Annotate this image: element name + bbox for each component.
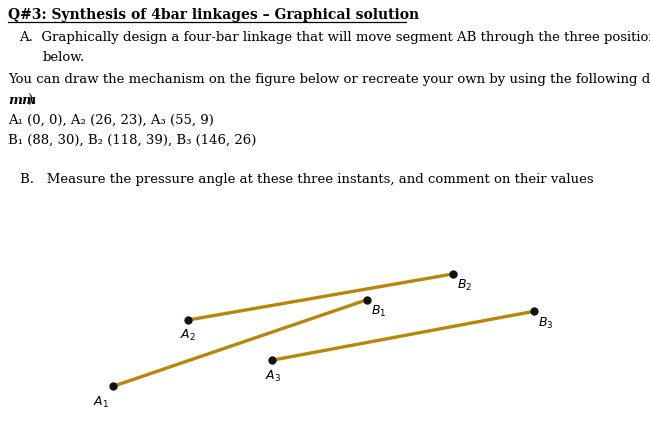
Text: ):: ):	[27, 94, 37, 106]
Text: $B_1$: $B_1$	[371, 304, 386, 319]
Text: B.   Measure the pressure angle at these three instants, and comment on their va: B. Measure the pressure angle at these t…	[20, 173, 593, 186]
Text: A₁ (0, 0), A₂ (26, 23), A₃ (55, 9): A₁ (0, 0), A₂ (26, 23), A₃ (55, 9)	[8, 114, 214, 127]
Text: A.  Graphically design a four-bar linkage that will move segment AB through the : A. Graphically design a four-bar linkage…	[20, 31, 650, 44]
Text: $A_2$: $A_2$	[180, 328, 196, 343]
Text: $B_2$: $B_2$	[457, 278, 473, 293]
Text: mm: mm	[8, 94, 36, 106]
Text: You can draw the mechanism on the figure below or recreate your own by using the: You can draw the mechanism on the figure…	[8, 74, 650, 86]
Text: $B_3$: $B_3$	[538, 315, 553, 331]
Text: $A_1$: $A_1$	[94, 395, 109, 410]
Text: Q#3: Synthesis of 4bar linkages – Graphical solution: Q#3: Synthesis of 4bar linkages – Graphi…	[8, 8, 419, 22]
Text: B₁ (88, 30), B₂ (118, 39), B₃ (146, 26): B₁ (88, 30), B₂ (118, 39), B₃ (146, 26)	[8, 134, 256, 147]
Text: $A_3$: $A_3$	[265, 369, 281, 384]
Text: below.: below.	[42, 51, 84, 64]
